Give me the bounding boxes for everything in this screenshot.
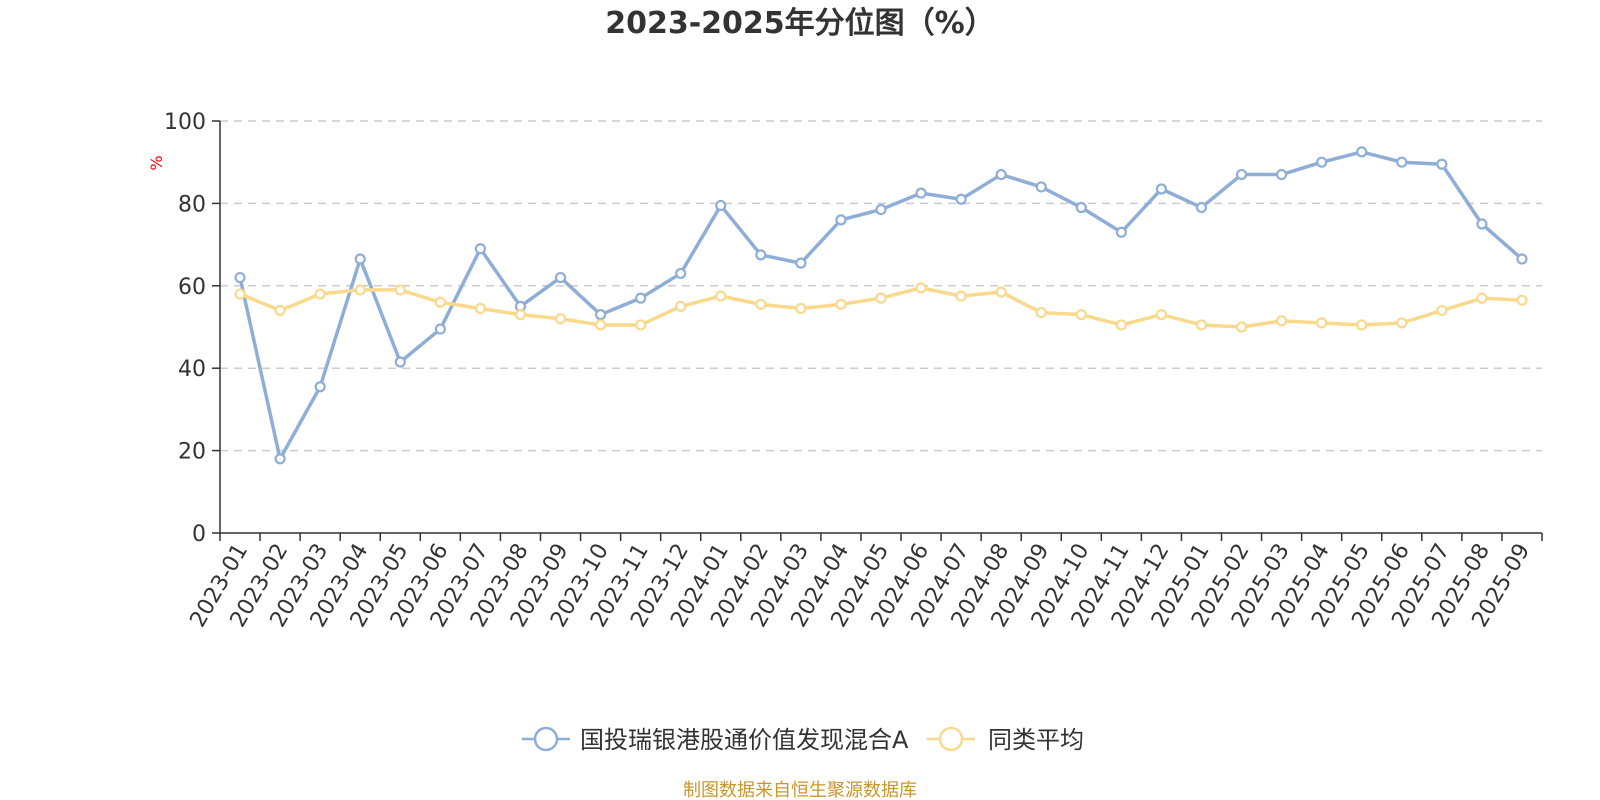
legend: 国投瑞银港股通价值发现混合A 同类平均	[522, 726, 1084, 754]
data-point[interactable]	[1476, 292, 1488, 304]
data-point[interactable]	[1396, 317, 1408, 329]
grid-lines	[220, 120, 1542, 452]
data-point[interactable]	[715, 290, 727, 302]
data-point[interactable]	[1436, 304, 1448, 317]
data-point[interactable]	[1516, 253, 1528, 265]
series-lines	[234, 146, 1528, 465]
y-tick-label: 0	[192, 522, 206, 547]
y-axis-unit: %	[147, 155, 166, 170]
data-point[interactable]	[1235, 321, 1248, 333]
series-line	[238, 150, 1524, 461]
data-point[interactable]	[1035, 306, 1047, 319]
data-point[interactable]	[314, 381, 326, 393]
data-point[interactable]	[1195, 319, 1208, 331]
data-point[interactable]	[875, 203, 887, 216]
legend-label: 同类平均	[988, 726, 1084, 754]
data-point[interactable]	[1356, 319, 1368, 331]
data-point[interactable]	[554, 313, 567, 325]
data-point[interactable]	[955, 193, 967, 205]
y-tick-label: 100	[164, 110, 206, 135]
data-point[interactable]	[755, 298, 767, 310]
data-point[interactable]	[795, 302, 807, 315]
y-tick-label: 80	[178, 192, 206, 217]
data-point[interactable]	[915, 282, 927, 294]
y-tick-label: 40	[178, 357, 206, 382]
data-point[interactable]	[1436, 158, 1448, 170]
data-point[interactable]	[394, 284, 406, 296]
legend-marker	[533, 726, 559, 752]
chart-title: 2023-2025年分位图（%）	[605, 6, 995, 41]
data-point[interactable]	[1476, 218, 1488, 230]
data-point[interactable]	[474, 302, 486, 315]
data-point[interactable]	[675, 300, 687, 312]
data-point[interactable]	[1075, 201, 1087, 214]
data-point[interactable]	[1316, 156, 1328, 168]
y-tick-label: 20	[178, 440, 206, 465]
data-point[interactable]	[1155, 183, 1168, 195]
data-point[interactable]	[675, 267, 687, 280]
legend-marker	[938, 726, 964, 752]
data-point[interactable]	[1396, 156, 1408, 168]
data-point[interactable]	[594, 309, 607, 321]
data-point[interactable]	[394, 356, 406, 368]
data-point[interactable]	[995, 168, 1007, 181]
data-point[interactable]	[835, 298, 847, 310]
data-point[interactable]	[434, 296, 446, 308]
data-point[interactable]	[635, 319, 647, 331]
data-point[interactable]	[635, 292, 647, 304]
axes: 0204060801002023-012023-022023-032023-04…	[164, 110, 1543, 632]
data-point[interactable]	[1276, 315, 1288, 327]
data-point[interactable]	[795, 257, 807, 269]
legend-item-0[interactable]: 国投瑞银港股通价值发现混合A	[522, 726, 909, 754]
data-point[interactable]	[955, 290, 967, 302]
data-point[interactable]	[1516, 294, 1528, 306]
data-point[interactable]	[474, 243, 486, 255]
data-point[interactable]	[1276, 168, 1288, 181]
data-point[interactable]	[354, 253, 366, 265]
data-point[interactable]	[1155, 309, 1168, 321]
source-note: 制图数据来自恒生聚源数据库	[683, 780, 917, 800]
data-point[interactable]	[715, 199, 727, 212]
data-point[interactable]	[1316, 317, 1328, 329]
data-point[interactable]	[354, 284, 366, 296]
data-point[interactable]	[875, 292, 887, 304]
data-point[interactable]	[1356, 146, 1368, 158]
legend-label: 国投瑞银港股通价值发现混合A	[580, 726, 909, 754]
data-point[interactable]	[274, 453, 286, 465]
legend-item-1[interactable]: 同类平均	[927, 726, 1084, 754]
y-tick-label: 60	[178, 275, 206, 300]
data-point[interactable]	[1115, 226, 1127, 238]
data-point[interactable]	[1115, 319, 1127, 331]
data-point[interactable]	[234, 288, 246, 300]
data-point[interactable]	[1075, 309, 1087, 321]
data-point[interactable]	[274, 304, 286, 317]
data-point[interactable]	[1195, 201, 1208, 214]
data-point[interactable]	[314, 288, 326, 300]
data-point[interactable]	[514, 309, 527, 321]
series-1	[234, 282, 1528, 333]
data-point[interactable]	[1035, 181, 1047, 193]
data-point[interactable]	[915, 187, 927, 199]
data-point[interactable]	[755, 249, 767, 261]
data-point[interactable]	[234, 271, 246, 284]
data-point[interactable]	[835, 214, 847, 226]
data-point[interactable]	[995, 286, 1007, 298]
data-point[interactable]	[594, 319, 607, 331]
data-point[interactable]	[554, 271, 567, 284]
series-0	[234, 146, 1528, 465]
data-point[interactable]	[1235, 168, 1248, 181]
data-point[interactable]	[434, 323, 446, 335]
